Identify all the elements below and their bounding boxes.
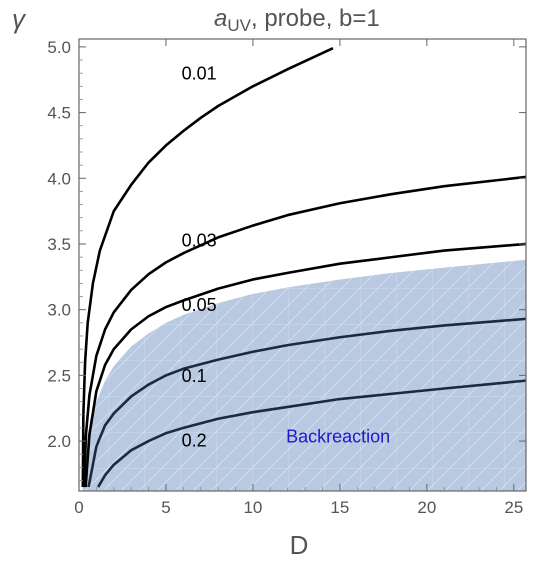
curve-label-0.05: 0.05 — [182, 295, 217, 315]
tick-layer: 0 5 10 15 20 25 2.0 2.5 3.0 3.5 4.0 4.5 5.0 — [47, 38, 526, 517]
y-axis-label: γ — [12, 4, 27, 34]
curve-label-0.1: 0.1 — [182, 366, 207, 386]
y-tick-label: 3.0 — [47, 301, 71, 320]
curve-label-0.2: 0.2 — [182, 430, 207, 450]
series-curve-0.1 — [87, 317, 526, 488]
x-tick-label: 20 — [417, 498, 436, 517]
region-layer — [82, 259, 526, 491]
curve-label-0.01: 0.01 — [182, 64, 217, 84]
series-curve-0.03 — [82, 175, 526, 488]
y-tick-label: 2.5 — [47, 366, 71, 385]
series-curve-0.05 — [84, 242, 526, 488]
plot-frame — [78, 38, 527, 492]
series-curve-0.2 — [97, 379, 526, 488]
x-tick-label: 5 — [161, 498, 170, 517]
chart-title: aUV, probe, b=1 — [214, 5, 380, 35]
y-tick-label: 2.0 — [47, 432, 71, 451]
x-tick-label: 0 — [74, 498, 83, 517]
y-tick-label: 5.0 — [47, 38, 71, 57]
y-tick-label: 4.0 — [47, 169, 71, 188]
x-axis-label: D — [290, 530, 309, 560]
x-tick-label: 25 — [504, 498, 523, 517]
region-label: Backreaction — [286, 426, 390, 446]
backreaction-region — [82, 259, 526, 491]
curve-label-0.03: 0.03 — [182, 231, 217, 251]
x-tick-label: 10 — [243, 498, 262, 517]
x-tick-label: 15 — [330, 498, 349, 517]
series-curve-0.01 — [81, 47, 334, 488]
series-layer — [81, 47, 526, 488]
y-tick-label: 3.5 — [47, 235, 71, 254]
label-layer: Backreaction 0.01 0.03 0.05 0.1 0.2 — [182, 64, 391, 451]
title-rest: , probe, b=1 — [251, 5, 380, 32]
title-main: a — [214, 5, 227, 32]
y-tick-label: 4.5 — [47, 104, 71, 123]
title-sub: UV — [227, 16, 251, 35]
